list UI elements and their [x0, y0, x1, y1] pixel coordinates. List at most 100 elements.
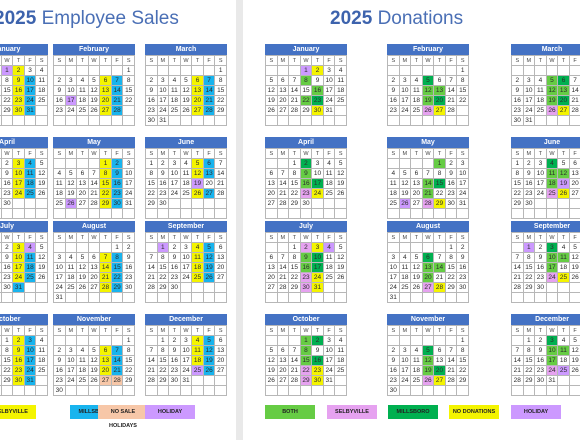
weekday-label: S	[145, 232, 158, 243]
empty-cell	[23, 385, 37, 396]
day-cell: 20	[276, 95, 290, 106]
day-cell: 18	[64, 272, 78, 283]
day-cell: 23	[53, 375, 66, 386]
weekday-label: W	[421, 325, 435, 336]
weekday-label: T	[311, 232, 324, 243]
day-cell: 1	[110, 242, 124, 253]
empty-cell	[334, 105, 347, 116]
empty-cell	[410, 115, 423, 126]
empty-cell	[87, 158, 101, 169]
weekday-label: W	[545, 55, 559, 66]
day-cell: 11	[557, 345, 570, 356]
day-cell: 26	[568, 365, 580, 376]
day-cell: 10	[534, 168, 547, 179]
weekday-label: T	[288, 325, 301, 336]
day-cell: 7	[202, 75, 216, 86]
day-cell: 15	[0, 85, 14, 96]
empty-cell	[12, 385, 25, 396]
day-cell: 8	[288, 168, 301, 179]
empty-cell	[557, 65, 570, 76]
empty-cell	[265, 292, 278, 303]
month-days-table: SMTWTFS123456789101112131415161718192021…	[0, 55, 48, 126]
day-cell: 1	[299, 65, 313, 76]
empty-cell	[191, 282, 204, 293]
empty-cell	[398, 242, 412, 253]
day-cell: 24	[168, 188, 181, 199]
empty-cell	[35, 115, 48, 126]
weekday-label: T	[76, 148, 89, 159]
day-cell: 17	[12, 178, 25, 189]
day-cell: 16	[311, 355, 324, 366]
day-cell: 11	[35, 345, 48, 356]
day-cell: 4	[322, 158, 336, 169]
day-cell: 21	[421, 188, 435, 199]
weekday-label: W	[299, 232, 313, 243]
day-cell: 15	[156, 355, 170, 366]
empty-cell	[214, 292, 227, 303]
day-cell: 2	[0, 242, 14, 253]
empty-cell	[214, 375, 227, 386]
day-cell: 25	[191, 365, 204, 376]
day-cell: 25	[534, 105, 547, 116]
weekday-label: T	[557, 148, 570, 159]
day-cell: 2	[311, 335, 324, 346]
weekday-label: T	[191, 55, 204, 66]
day-cell: 17	[23, 85, 37, 96]
day-cell: 19	[334, 178, 347, 189]
day-cell: 12	[421, 355, 435, 366]
day-cell: 7	[421, 168, 435, 179]
day-cell: 12	[421, 85, 435, 96]
weekday-label: S	[53, 148, 66, 159]
day-cell: 10	[122, 168, 135, 179]
weekday-label: T	[410, 55, 423, 66]
day-cell: 13	[557, 85, 570, 96]
empty-cell	[76, 242, 89, 253]
weekday-label: M	[64, 148, 78, 159]
day-cell: 22	[299, 95, 313, 106]
day-cell: 7	[288, 345, 301, 356]
day-cell: 6	[99, 345, 112, 356]
weekday-label: S	[53, 325, 66, 336]
empty-cell	[122, 208, 135, 219]
empty-cell	[23, 115, 37, 126]
empty-cell	[322, 385, 336, 396]
day-cell: 7	[110, 345, 124, 356]
day-cell: 8	[145, 168, 158, 179]
day-cell: 3	[122, 158, 135, 169]
empty-cell	[387, 158, 400, 169]
day-cell: 18	[545, 178, 559, 189]
title-text: Employee Sales	[41, 8, 179, 29]
empty-cell	[534, 385, 547, 396]
weekday-label: F	[202, 148, 216, 159]
legend-holiday: HOLIDAY	[145, 405, 195, 419]
day-cell: 1	[456, 65, 469, 76]
day-cell: 17	[12, 262, 25, 273]
empty-cell	[410, 292, 423, 303]
day-cell: 25	[557, 272, 570, 283]
employee-sales-panel: 2025 Employee Sales JanuarySMTWTFS123456…	[0, 0, 236, 440]
empty-cell	[387, 208, 400, 219]
month-header: April	[265, 137, 347, 148]
month-april: AprilSMTWTFS1234567891011121314151617181…	[0, 137, 48, 219]
month-february: February S M T W T F S 1 2 3 4 5 6 7 8 9 10 11 12 13 14 15 16 17…	[387, 44, 469, 126]
legend-no-donations: NO DONATIONS	[449, 405, 499, 419]
day-cell: 14	[145, 355, 158, 366]
month-header: June	[145, 137, 227, 148]
day-cell: 2	[456, 242, 469, 253]
day-cell: 17	[156, 95, 170, 106]
day-cell: 10	[156, 85, 170, 96]
day-cell: 27	[276, 375, 290, 386]
day-cell: 16	[145, 95, 158, 106]
weekday-label: T	[557, 55, 570, 66]
day-cell: 27	[557, 105, 570, 116]
weekday-label: S	[387, 325, 400, 336]
month-december: DecemberSMTWTFS1234567891011121314151617…	[511, 314, 580, 396]
empty-cell	[511, 242, 524, 253]
day-cell: 18	[23, 178, 37, 189]
day-cell: 16	[12, 355, 25, 366]
weekday-label: M	[522, 325, 536, 336]
weekday-label: S	[511, 232, 524, 243]
